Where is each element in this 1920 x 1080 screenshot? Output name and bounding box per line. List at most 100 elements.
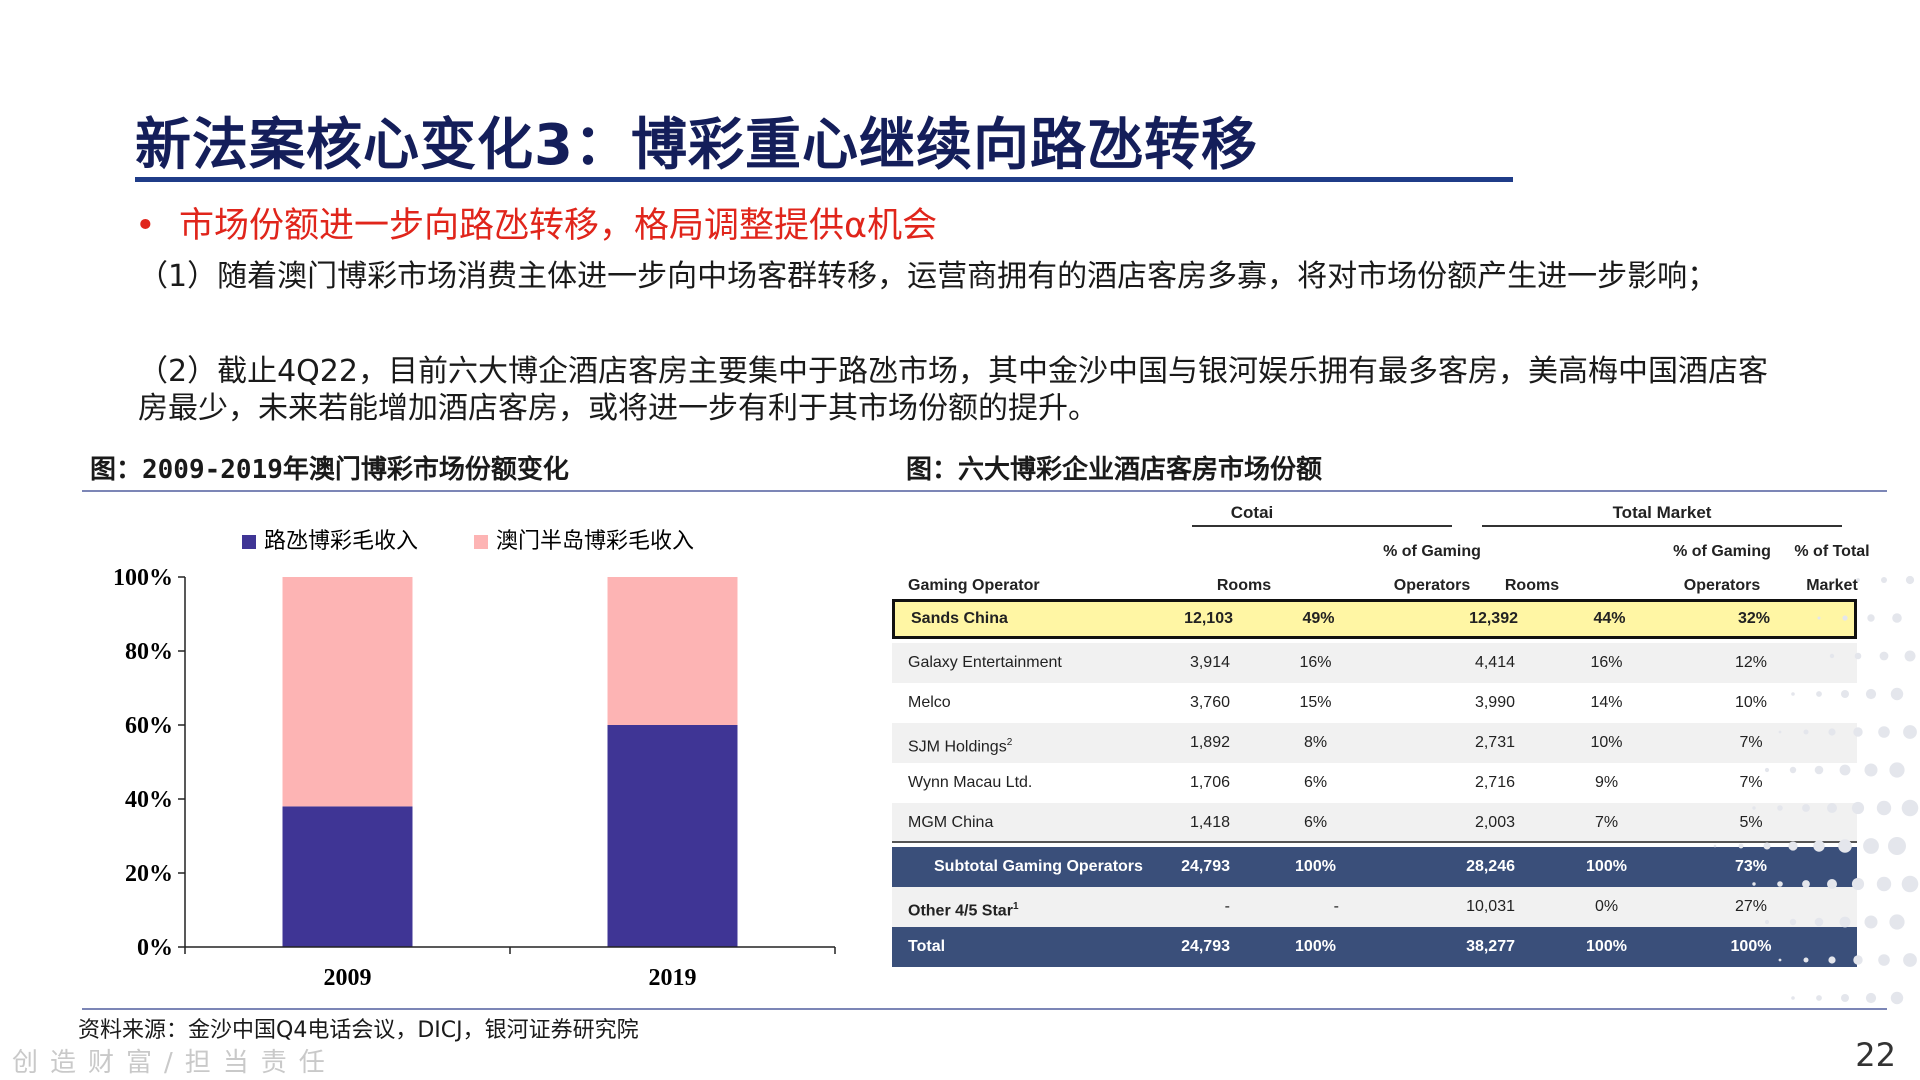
decor-dot — [1878, 726, 1890, 738]
decor-dot — [1839, 916, 1851, 928]
decor-dot — [1828, 956, 1836, 964]
cell-total-rooms: 2,731 — [1474, 734, 1515, 751]
decor-dot — [1864, 915, 1878, 929]
cell-cotai-rooms: 12,103 — [1184, 610, 1233, 627]
cell-total-rooms: 2,003 — [1474, 814, 1515, 831]
x-axis: 2009 2019 — [184, 946, 836, 991]
cell-cotai-rooms: 1,418 — [1189, 814, 1230, 831]
decor-dot — [1802, 804, 1810, 812]
group-header-cotai: Cotai — [1230, 503, 1274, 522]
cell-total-pct: 7% — [1594, 814, 1619, 831]
y-tick-label: 100% — [113, 565, 173, 591]
table-row-mgm: MGM China 1,418 6% 2,003 7% 5% — [892, 803, 1857, 843]
footnote-marker: 1 — [1012, 901, 1019, 912]
decor-dot — [1839, 764, 1851, 776]
cell-total-rooms: 38,277 — [1466, 938, 1515, 955]
cell-total-mkt: 32% — [1737, 610, 1771, 627]
decor-dot — [1905, 575, 1915, 585]
cell-total-mkt: 100% — [1730, 938, 1772, 955]
cell-total-pct: 10% — [1590, 734, 1623, 751]
decor-dot — [1789, 918, 1797, 926]
title-underline — [135, 177, 1513, 182]
cell-cotai-pct: 15% — [1299, 694, 1332, 711]
decor-dot — [1904, 650, 1916, 662]
decor-dot — [1752, 806, 1756, 810]
cell-total-pct: 16% — [1590, 654, 1623, 671]
decor-dot — [1864, 763, 1878, 777]
decor-dot — [1851, 877, 1865, 891]
cell-total-rooms: 12,392 — [1469, 610, 1518, 627]
source-note: 资料来源：金沙中国Q4电话会议，DICJ，银河证券研究院 — [78, 1018, 639, 1043]
decor-dot — [1865, 688, 1877, 700]
decor-dot — [1878, 954, 1890, 966]
group-rule-cotai — [1192, 525, 1452, 527]
cell-cotai-pct: 100% — [1295, 938, 1336, 955]
col-head-operator: Gaming Operator — [908, 577, 1040, 594]
legend-swatch-series-1 — [242, 535, 256, 549]
x-tick-label: 2009 — [324, 965, 372, 991]
bullet-dot-icon: • — [135, 206, 156, 246]
decor-dot — [1829, 653, 1835, 659]
footer-divider — [82, 1008, 1887, 1010]
decor-dot — [1764, 919, 1770, 925]
decor-dot — [1889, 762, 1905, 778]
decor-dot — [1816, 691, 1822, 697]
group-header-total: Total Market — [1612, 503, 1712, 522]
decor-dot — [1763, 842, 1771, 850]
table-row-galaxy: Galaxy Entertainment 3,914 16% 4,414 16%… — [892, 643, 1857, 683]
page-number: 22 — [1855, 1036, 1896, 1074]
cell-cotai-rooms: 3,760 — [1189, 694, 1230, 711]
cell-total-pct: 14% — [1590, 694, 1623, 711]
cell-total-pct: 44% — [1593, 610, 1626, 627]
cell-operator: Melco — [908, 694, 951, 711]
col-head-total-pct-line2: Operators — [1683, 577, 1761, 594]
cell-operator: MGM China — [908, 814, 994, 831]
cell-total-mkt: 7% — [1739, 774, 1763, 791]
decor-dot — [1841, 994, 1849, 1002]
decor-dot — [1802, 880, 1810, 888]
decor-dot — [1876, 876, 1892, 892]
y-tick-label: 80% — [125, 639, 173, 665]
decor-dot — [1851, 801, 1865, 815]
cell-total-rooms: 2,716 — [1474, 774, 1515, 791]
cell-total-mkt: 27% — [1734, 898, 1768, 915]
col-head-total-rooms: Rooms — [1504, 577, 1560, 594]
cell-total-pct: 100% — [1586, 938, 1627, 955]
legend-swatch-series-2 — [474, 535, 488, 549]
decor-dot — [1816, 995, 1822, 1001]
col-head-cotai-pct-line1: % of Gaming — [1383, 543, 1481, 560]
y-tick-label: 60% — [125, 713, 173, 739]
y-tick-label: 20% — [125, 861, 173, 887]
legend-label-series-2: 澳门半岛博彩毛收入 — [496, 528, 694, 553]
cell-total-pct: 0% — [1594, 898, 1619, 915]
table-row-subtotal: Subtotal Gaming Operators 24,793 100% 28… — [892, 847, 1857, 887]
decor-dot — [1791, 692, 1795, 696]
cell-total-rooms: 3,990 — [1474, 694, 1515, 711]
decor-dot — [1867, 614, 1875, 622]
decor-dot — [1888, 837, 1906, 855]
decor-dot — [1901, 875, 1919, 893]
decorative-dot-pattern — [1713, 575, 1919, 1005]
decor-dot — [1892, 613, 1902, 623]
table-row-other: Other 4/5 Star1 - - 10,031 0% 27% — [892, 887, 1857, 927]
cell-operator-text: Other 4/5 Star — [908, 902, 1013, 920]
col-head-total-pct-line1: % of Gaming — [1673, 543, 1771, 560]
y-axis: 0% 20% 40% 60% 80% 100% — [113, 565, 186, 961]
decor-dot — [1752, 882, 1756, 886]
col-head-cotai-rooms: Rooms — [1216, 577, 1272, 594]
cell-total-mkt: 10% — [1734, 694, 1768, 711]
group-rule-total — [1482, 525, 1842, 527]
bar-2009-series-1 — [282, 806, 413, 947]
slogan: 创造财富/担当责任 — [12, 1048, 337, 1078]
legend-label-series-1: 路氹博彩毛收入 — [264, 528, 418, 553]
y-tick-label: 0% — [137, 935, 173, 961]
decor-dot — [1901, 799, 1919, 817]
decor-dot — [1879, 651, 1889, 661]
decor-dot — [1713, 844, 1717, 848]
decor-dot — [1778, 730, 1782, 734]
cell-cotai-rooms: 24,793 — [1181, 938, 1230, 955]
decor-dot — [1803, 729, 1809, 735]
decor-dot — [1838, 839, 1852, 853]
col-head-total-mkt-line1: % of Total — [1794, 543, 1870, 560]
cell-cotai-pct: 49% — [1302, 610, 1335, 627]
